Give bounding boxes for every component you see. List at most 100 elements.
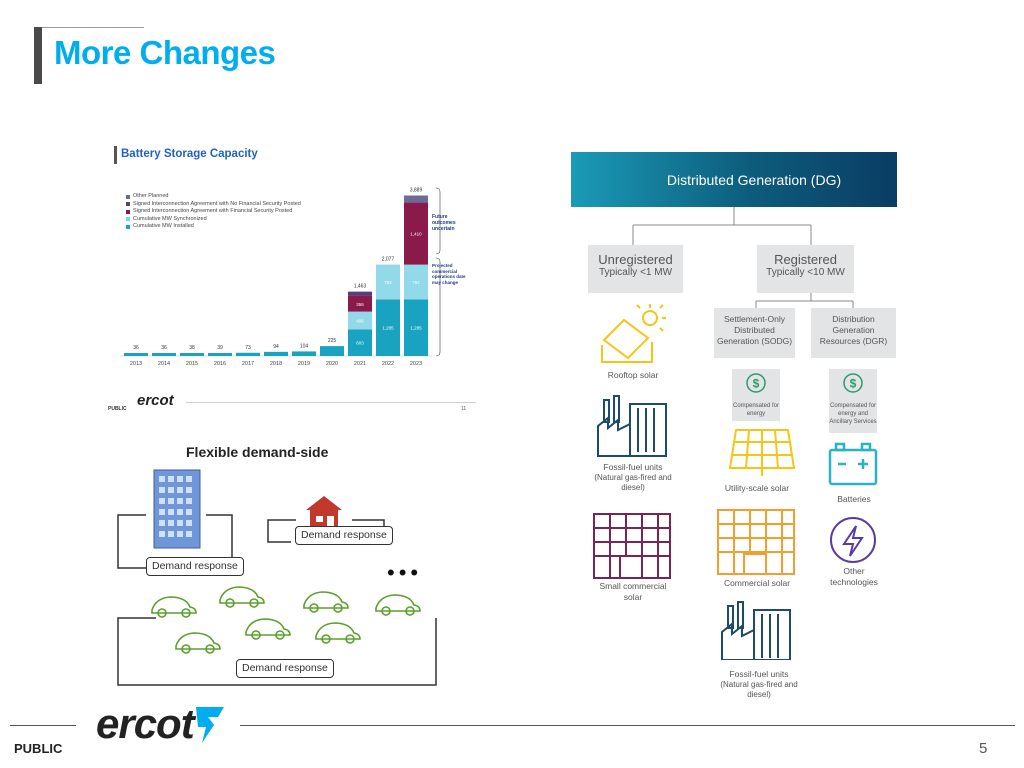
- x-tick-label: 2015: [186, 361, 198, 367]
- dg-rooftop-solar-label: Rooftop solar: [607, 370, 659, 380]
- battery-chart-svg: 36 2013 36 2014 38 2015 39 2016 73 2017 94 2018 104 2…: [120, 187, 441, 367]
- bar-segment: [208, 353, 232, 356]
- bar-total-label: 36: [133, 345, 139, 351]
- dg-fossil-fuel-2-sub: (Natural gas-fired and diesel): [720, 680, 798, 699]
- bar-segment: [348, 295, 372, 312]
- dg-comp-energy-label: Compensated for energy: [732, 403, 780, 417]
- bar-value-label: 1,285: [382, 326, 394, 331]
- legend-label: Signed Interconnection Agreement with Fi…: [133, 208, 293, 214]
- lightning-icon: [830, 517, 876, 563]
- bar-segment: [376, 299, 400, 356]
- legend-label: Cumulative MW Synchronized: [133, 215, 207, 222]
- dg-unregistered-box: Unregistered Typically <1 MW: [588, 245, 683, 293]
- dg-other-tech-label: Other technologies: [830, 566, 878, 587]
- bar-total-label: 36: [161, 345, 167, 351]
- bar-segment: [404, 299, 428, 356]
- bar-segment: [404, 195, 428, 203]
- dg-unregistered-sub: Typically <1 MW: [598, 267, 673, 278]
- fossil-fuel-icon: [597, 395, 667, 457]
- small-commercial-solar-icon: [593, 513, 671, 579]
- footer-public-label: PUBLIC: [14, 741, 63, 756]
- bar-segment: [404, 202, 428, 265]
- x-tick-label: 2016: [214, 361, 226, 367]
- electric-vehicles-icon: [151, 586, 421, 654]
- fossil-fuel-icon: [721, 601, 791, 660]
- chart-footer-line: [186, 402, 476, 403]
- slide-title: More Changes: [54, 34, 276, 71]
- svg-text:$: $: [850, 377, 857, 391]
- bar-total-label: 225: [328, 338, 337, 344]
- chart-accent-bar: [114, 146, 117, 164]
- dg-fossil-fuel-2-label: Fossil-fuel units: [729, 669, 789, 679]
- dollar-icon: $: [843, 373, 863, 393]
- x-tick-label: 2023: [410, 361, 422, 367]
- legend-swatch: [126, 194, 130, 199]
- legend-item: Cumulative MW Synchronized: [126, 216, 301, 224]
- legend-label: Cumulative MW Installed: [133, 223, 194, 229]
- chart-legend: Other Planned Signed Interconnection Agr…: [126, 193, 301, 231]
- dg-comp-ancillary-box: $ Compensated for energy and Ancillary S…: [829, 369, 877, 433]
- flexible-demand-illustration: [117, 469, 437, 686]
- legend-item: Signed Interconnection Agreement with Fi…: [126, 208, 301, 216]
- chart-title: Battery Storage Capacity: [121, 148, 258, 160]
- demand-response-label-building: Demand response: [146, 557, 244, 576]
- legend-swatch: [126, 209, 130, 214]
- bracket-projected: [435, 257, 441, 357]
- title-topline: [34, 27, 144, 28]
- bar-segment: [292, 351, 316, 356]
- dollar-icon: $: [746, 373, 766, 393]
- svg-text:$: $: [753, 377, 760, 391]
- dg-dgr-box: Distribution Generation Resources (DGR): [811, 308, 896, 358]
- bar-value-label: 792: [384, 280, 392, 285]
- bar-total-label: 2,077: [382, 257, 395, 263]
- bar-segment: [124, 353, 148, 356]
- demand-response-label-house: Demand response: [295, 526, 393, 545]
- bar-total-label: 39: [217, 345, 223, 351]
- bar-total-label: 38: [189, 345, 195, 351]
- rooftop-solar-icon: [601, 304, 666, 363]
- bar-segment: [348, 311, 372, 330]
- footer-line-right: [240, 725, 1015, 726]
- bar-segment: [236, 352, 260, 356]
- legend-swatch: [126, 217, 130, 222]
- bar-total-label: 73: [245, 345, 251, 351]
- dg-registered-box: Registered Typically <10 MW: [757, 245, 854, 293]
- dg-icons: [593, 304, 878, 660]
- demand-response-label-ev: Demand response: [236, 659, 334, 678]
- dg-comp-energy-box: $ Compensated for energy: [732, 369, 780, 421]
- dg-header: Distributed Generation (DG): [571, 152, 897, 207]
- x-tick-label: 2018: [270, 361, 282, 367]
- office-building-icon: [153, 469, 201, 549]
- chart-footer-logo: ercot: [137, 392, 174, 409]
- dg-fossil-fuel-sub: (Natural gas-fired and diesel): [594, 473, 672, 492]
- chart-footer-public: PUBLIC: [108, 406, 127, 412]
- bar-segment: [404, 264, 428, 300]
- dg-commercial-solar-label: Commercial solar: [723, 578, 791, 588]
- battery-icon: [828, 442, 878, 486]
- legend-swatch: [126, 224, 130, 229]
- legend-item: Other Planned: [126, 193, 301, 201]
- bracket-future: [435, 187, 441, 255]
- chart-footer-page: 11: [461, 406, 467, 412]
- page-number: 5: [979, 740, 988, 757]
- bar-total-label: 3,889: [410, 188, 423, 194]
- dg-comp-ancillary-label: Compensated for energy and Ancillary Ser…: [829, 403, 877, 425]
- title-accent-bar: [34, 27, 42, 84]
- dg-registered-sub: Typically <10 MW: [766, 267, 845, 278]
- legend-item: Cumulative MW Installed: [126, 223, 301, 231]
- house-loop-line: [267, 519, 296, 543]
- dg-connector-lines: [632, 207, 854, 308]
- x-tick-label: 2014: [158, 361, 170, 367]
- commercial-solar-icon: [717, 509, 795, 575]
- bar-value-label: 1,410: [410, 232, 422, 237]
- x-tick-label: 2017: [242, 361, 254, 367]
- bar-segment: [152, 353, 176, 356]
- bar-segment: [348, 329, 372, 356]
- building-loop-line: [117, 514, 146, 569]
- dg-unregistered-title: Unregistered: [598, 252, 673, 267]
- house-icon: [306, 496, 342, 530]
- dg-small-commercial-label: Small commercial solar: [599, 581, 667, 602]
- dg-utility-solar-label: Utility-scale solar: [724, 483, 790, 493]
- ercot-logo: ercot: [96, 700, 195, 747]
- dg-batteries-label: Batteries: [837, 494, 871, 504]
